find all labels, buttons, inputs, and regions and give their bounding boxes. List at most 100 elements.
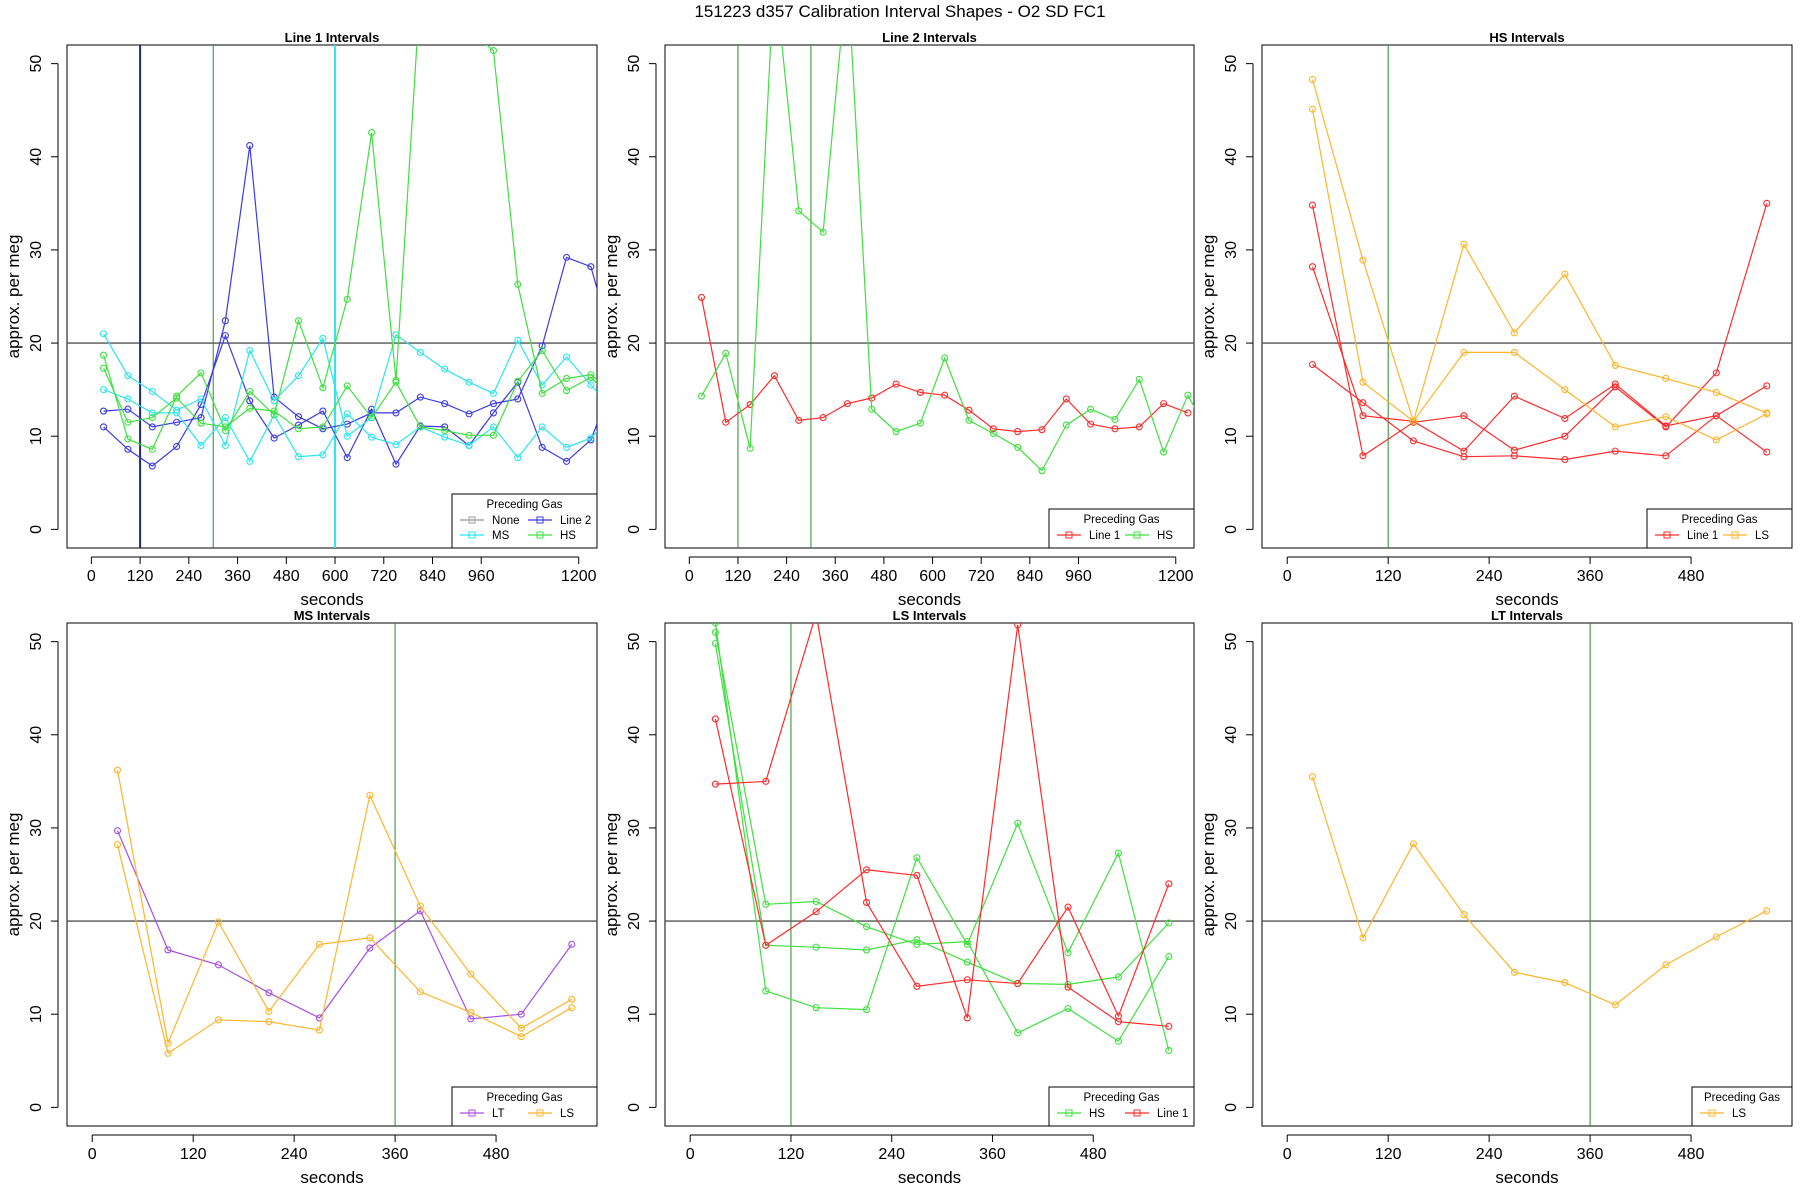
data-point <box>1184 391 1192 399</box>
y-tick-label: 20 <box>28 912 45 930</box>
data-point <box>1460 412 1468 420</box>
x-tick-label: 360 <box>382 1146 409 1163</box>
y-tick-label: 40 <box>1223 148 1240 166</box>
data-point <box>1165 919 1173 927</box>
legend-title: Preceding Gas <box>1083 1092 1159 1104</box>
data-point <box>1165 1047 1173 1055</box>
plot-area <box>665 623 1194 1126</box>
data-point <box>1561 979 1569 987</box>
x-axis-label: seconds <box>1495 1168 1558 1187</box>
y-axis-label: approx. per meg <box>4 235 23 359</box>
data-point <box>517 1010 525 1018</box>
y-axis-label: approx. per meg <box>1199 813 1218 937</box>
data-point <box>441 423 449 431</box>
y-tick-label: 10 <box>626 427 643 445</box>
y-tick-label: 10 <box>626 1005 643 1023</box>
legend-swatch-marker <box>1133 1109 1141 1117</box>
data-point <box>843 400 851 408</box>
data-point <box>124 405 132 413</box>
data-point <box>392 409 400 417</box>
data-point <box>892 428 900 436</box>
data-point <box>587 434 595 442</box>
series-line <box>700 297 1189 433</box>
x-tick-label: 1200 <box>1158 568 1194 585</box>
data-point <box>1611 423 1619 431</box>
series-ls <box>1308 773 1771 1009</box>
data-point <box>124 418 132 426</box>
legend-swatch-marker <box>1065 531 1073 539</box>
data-point <box>124 435 132 443</box>
series-ls <box>113 766 576 1047</box>
data-point <box>1561 455 1569 464</box>
data-point <box>1064 983 1072 991</box>
legend-entry: None <box>460 515 520 527</box>
x-tick-label: 0 <box>1283 568 1292 585</box>
data-point <box>1611 380 1619 388</box>
data-point <box>538 423 546 431</box>
legend-entry-label: HS <box>1157 530 1173 542</box>
data-point <box>587 381 595 389</box>
data-point <box>1064 1005 1072 1013</box>
series-hs <box>697 45 1194 475</box>
y-axis: 0 10 20 30 40 50 approx. per meg <box>602 633 657 1112</box>
data-point <box>1561 270 1569 278</box>
x-tick-label: 480 <box>1678 568 1705 585</box>
legend-entry: LS <box>1723 530 1769 542</box>
data-point <box>368 129 376 137</box>
data-point <box>568 940 576 948</box>
series-ls <box>1308 75 1771 425</box>
data-point <box>862 898 871 906</box>
data-point <box>1712 933 1720 941</box>
data-point <box>517 1033 525 1041</box>
data-point <box>416 902 424 910</box>
data-point <box>265 1018 273 1026</box>
data-point <box>467 970 475 978</box>
data-point <box>965 406 973 414</box>
x-tick-label: 0 <box>1283 1146 1292 1163</box>
data-point <box>1359 452 1367 460</box>
data-point <box>1510 452 1518 460</box>
y-axis-label: approx. per meg <box>602 235 621 359</box>
data-point <box>124 372 132 380</box>
data-point <box>963 958 971 966</box>
y-tick-label: 0 <box>28 525 45 534</box>
data-point <box>913 854 921 862</box>
data-point <box>1662 413 1670 421</box>
legend: Preceding Gas HS Line 1 <box>1048 1086 1195 1127</box>
plot-area <box>1262 45 1792 548</box>
series-line <box>103 145 597 430</box>
x-tick-label: 120 <box>1375 1146 1402 1163</box>
data-point <box>221 332 229 340</box>
plot-area <box>1262 623 1792 1126</box>
data-point <box>762 900 770 908</box>
x-tick-label: 600 <box>322 568 349 585</box>
series-ms <box>100 330 597 450</box>
data-point <box>1460 911 1468 919</box>
data-point <box>1111 415 1119 424</box>
data-point <box>1308 201 1317 209</box>
data-point <box>368 433 376 441</box>
data-point <box>514 336 522 344</box>
data-point <box>100 364 108 372</box>
legend-box <box>1691 1086 1793 1127</box>
y-tick-label: 0 <box>1223 525 1240 534</box>
plot-area <box>67 623 597 1126</box>
data-point <box>913 871 921 879</box>
data-point <box>1611 1001 1619 1009</box>
data-point <box>319 423 327 431</box>
series-line-1 <box>697 293 1192 436</box>
data-point <box>366 944 374 952</box>
plot-frame <box>1261 622 1793 1127</box>
data-point <box>1014 428 1022 436</box>
legend: Preceding Gas Line 1 LS <box>1646 508 1793 549</box>
y-tick-label: 0 <box>626 1103 643 1112</box>
data-point <box>538 381 546 389</box>
x-tick-label: 480 <box>273 568 300 585</box>
data-point <box>319 451 327 459</box>
data-point <box>965 416 973 424</box>
data-point <box>489 409 497 417</box>
x-axis: 0 120 240 360 480 seconds <box>1283 1134 1704 1187</box>
data-point <box>343 432 351 440</box>
x-tick-label: 360 <box>1577 568 1604 585</box>
data-point <box>568 1004 576 1012</box>
